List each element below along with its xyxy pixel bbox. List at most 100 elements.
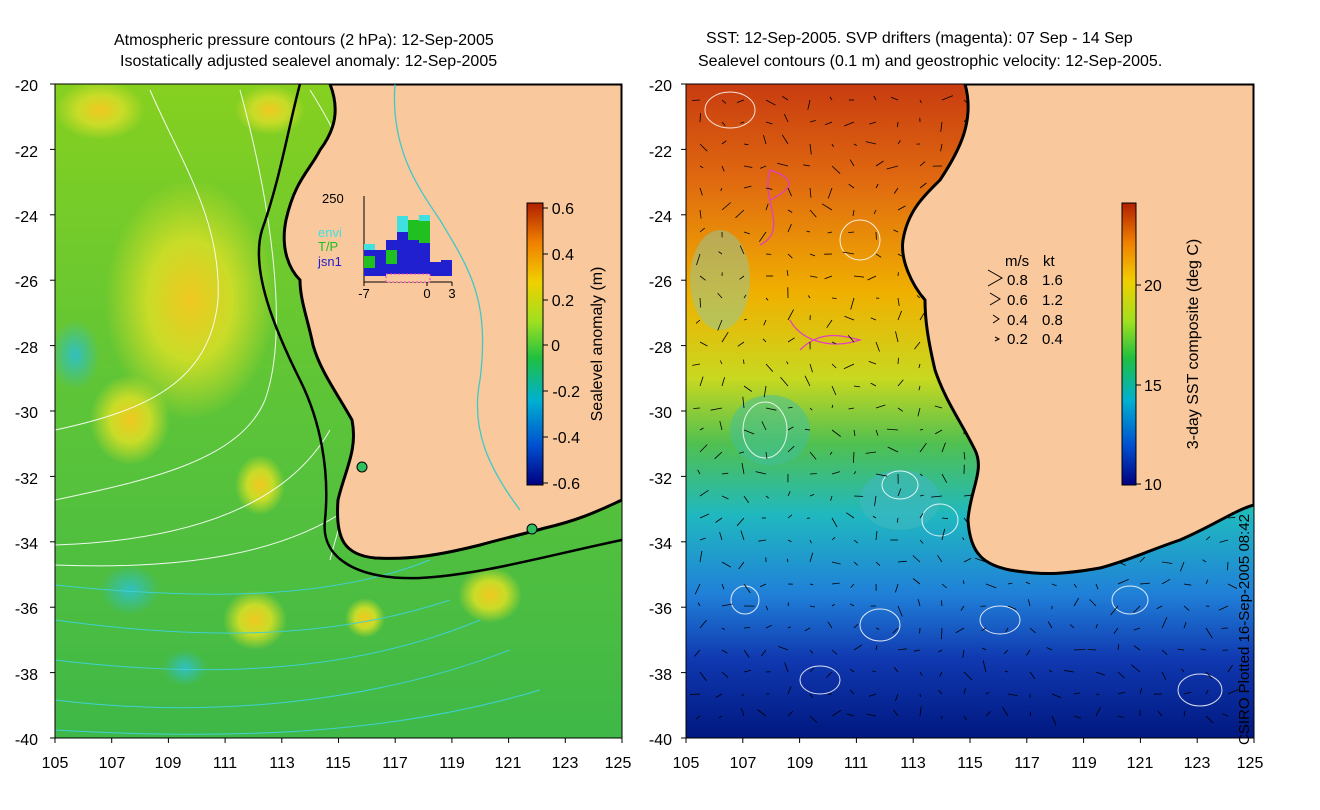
velocity-arrow bbox=[897, 205, 906, 211]
velocity-arrow bbox=[743, 359, 745, 365]
velocity-arrow bbox=[852, 209, 855, 217]
velocity-arrow bbox=[699, 427, 704, 431]
velocity-arrow bbox=[787, 539, 792, 543]
speed-legend-ms: 0.6 bbox=[1007, 292, 1028, 309]
velocity-arrow bbox=[1227, 583, 1238, 589]
velocity-arrow bbox=[699, 209, 702, 219]
velocity-arrow bbox=[809, 667, 815, 673]
velocity-arrow bbox=[809, 715, 818, 723]
velocity-arrow bbox=[897, 605, 903, 617]
velocity-arrow bbox=[831, 297, 837, 299]
velocity-arrow bbox=[918, 385, 921, 391]
plot-credit: CSIRO Plotted 16-Sep-2005 08:42 bbox=[1236, 514, 1253, 745]
velocity-arrow bbox=[870, 382, 877, 387]
velocity-arrow bbox=[919, 671, 923, 676]
velocity-arrow bbox=[827, 231, 833, 234]
colorbar-tick-label: 0.4 bbox=[552, 247, 574, 264]
velocity-arrow bbox=[743, 669, 751, 673]
velocity-arrow bbox=[1161, 617, 1168, 629]
velocity-arrow bbox=[1095, 706, 1101, 717]
velocity-arrow bbox=[721, 495, 729, 500]
velocity-arrow bbox=[1205, 689, 1209, 695]
velocity-arrow bbox=[985, 711, 991, 717]
velocity-arrow bbox=[715, 517, 723, 523]
velocity-arrow bbox=[765, 451, 768, 459]
lon-label: 115 bbox=[325, 755, 351, 772]
lon-label: 113 bbox=[900, 755, 926, 772]
velocity-arrow bbox=[743, 583, 751, 594]
velocity-arrow bbox=[847, 335, 855, 343]
velocity-arrow bbox=[1117, 671, 1125, 679]
velocity-arrow bbox=[1227, 561, 1229, 571]
velocity-arrow bbox=[697, 469, 701, 475]
velocity-arrow bbox=[865, 451, 877, 454]
velocity-arrow bbox=[743, 627, 751, 629]
left-colorbar bbox=[526, 202, 544, 486]
velocity-arrow bbox=[875, 429, 879, 436]
inset-xtick: -7 bbox=[358, 286, 370, 301]
velocity-arrow bbox=[718, 715, 723, 719]
velocity-arrow bbox=[853, 429, 856, 437]
velocity-arrow bbox=[892, 627, 899, 634]
colorbar-tick-label: -0.2 bbox=[552, 384, 580, 401]
velocity-arrow bbox=[1205, 671, 1213, 680]
velocity-arrow bbox=[721, 627, 725, 631]
right-colorbar-ticks bbox=[1136, 284, 1141, 485]
velocity-arrow bbox=[786, 558, 789, 563]
velocity-arrow bbox=[897, 560, 907, 563]
right-title-line2: Sealevel contours (0.1 m) and geostrophi… bbox=[698, 53, 1163, 70]
right-colorbar-labels: 20 15 10 bbox=[1144, 278, 1162, 494]
lon-label: 111 bbox=[844, 755, 868, 772]
velocity-arrow bbox=[1046, 647, 1053, 651]
velocity-arrow bbox=[1227, 664, 1233, 673]
velocity-arrow bbox=[784, 662, 789, 673]
lat-label: -40 bbox=[649, 732, 672, 749]
lat-label: -40 bbox=[15, 732, 38, 749]
velocity-arrow bbox=[743, 143, 749, 146]
lon-label: 125 bbox=[605, 755, 632, 772]
velocity-arrow bbox=[896, 517, 899, 523]
velocity-arrow bbox=[913, 649, 921, 652]
velocity-arrow bbox=[872, 670, 877, 673]
lon-label: 107 bbox=[99, 755, 126, 772]
velocity-arrow bbox=[963, 687, 966, 695]
velocity-arrow bbox=[1007, 582, 1013, 585]
velocity-arrow bbox=[721, 202, 731, 211]
velocity-arrow bbox=[1133, 645, 1141, 651]
velocity-arrow bbox=[740, 530, 745, 541]
anomaly-blob bbox=[90, 375, 170, 465]
velocity-arrow bbox=[1183, 621, 1187, 629]
velocity-arrow bbox=[824, 121, 833, 126]
velocity-arrow bbox=[699, 376, 704, 387]
velocity-arrow bbox=[718, 251, 723, 255]
velocity-arrow bbox=[1025, 581, 1031, 585]
velocity-arrow bbox=[1205, 536, 1211, 541]
velocity-arrow bbox=[777, 162, 789, 167]
velocity-arrow bbox=[1073, 597, 1080, 607]
velocity-arrow bbox=[848, 407, 855, 410]
velocity-arrow bbox=[897, 310, 902, 321]
velocity-arrow bbox=[853, 644, 863, 651]
velocity-arrow bbox=[1218, 605, 1229, 611]
velocity-arrow bbox=[919, 706, 922, 717]
velocity-arrow bbox=[919, 473, 923, 477]
velocity-arrow bbox=[938, 689, 943, 695]
velocity-arrow bbox=[1183, 605, 1190, 611]
velocity-arrow bbox=[787, 626, 791, 629]
velocity-arrow bbox=[895, 331, 899, 343]
velocity-arrow bbox=[893, 187, 899, 194]
velocity-arrow bbox=[821, 203, 833, 211]
velocity-arrow bbox=[853, 539, 859, 544]
velocity-arrow bbox=[1161, 671, 1167, 680]
lat-label: -36 bbox=[649, 601, 672, 618]
velocity-arrow bbox=[981, 627, 987, 632]
velocity-arrow bbox=[694, 583, 701, 595]
velocity-arrow bbox=[831, 561, 841, 565]
velocity-arrow bbox=[765, 363, 774, 372]
velocity-arrow bbox=[699, 513, 710, 519]
lon-label: 123 bbox=[1184, 755, 1211, 772]
lon-label: 105 bbox=[42, 755, 69, 772]
colorbar-tick-label: -0.4 bbox=[552, 430, 580, 447]
velocity-arrow bbox=[941, 528, 946, 541]
velocity-arrow bbox=[1095, 583, 1099, 590]
